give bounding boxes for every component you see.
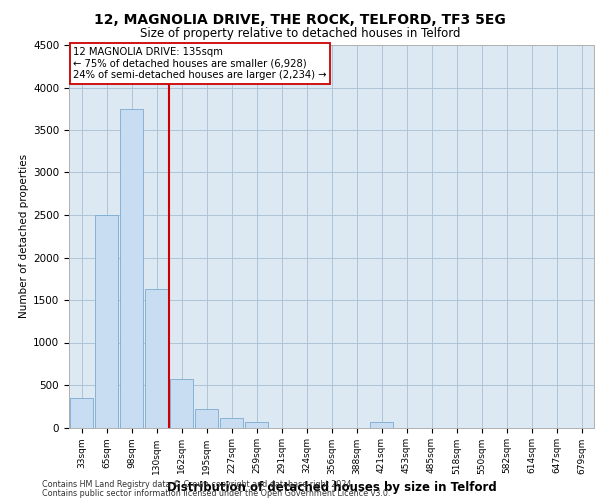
Text: 12, MAGNOLIA DRIVE, THE ROCK, TELFORD, TF3 5EG: 12, MAGNOLIA DRIVE, THE ROCK, TELFORD, T… <box>94 12 506 26</box>
Bar <box>95 215 118 428</box>
Bar <box>145 290 168 428</box>
Bar <box>195 409 218 428</box>
Text: Contains public sector information licensed under the Open Government Licence v3: Contains public sector information licen… <box>42 488 391 498</box>
Bar <box>245 422 268 428</box>
Bar <box>370 422 393 428</box>
Bar <box>120 109 143 428</box>
Text: Contains HM Land Registry data © Crown copyright and database right 2024.: Contains HM Land Registry data © Crown c… <box>42 480 354 489</box>
Y-axis label: Number of detached properties: Number of detached properties <box>19 154 29 318</box>
Bar <box>70 398 93 428</box>
Text: 12 MAGNOLIA DRIVE: 135sqm
← 75% of detached houses are smaller (6,928)
24% of se: 12 MAGNOLIA DRIVE: 135sqm ← 75% of detac… <box>73 47 326 80</box>
X-axis label: Distribution of detached houses by size in Telford: Distribution of detached houses by size … <box>167 480 496 494</box>
Bar <box>220 418 243 428</box>
Bar <box>170 378 193 428</box>
Text: Size of property relative to detached houses in Telford: Size of property relative to detached ho… <box>140 28 460 40</box>
